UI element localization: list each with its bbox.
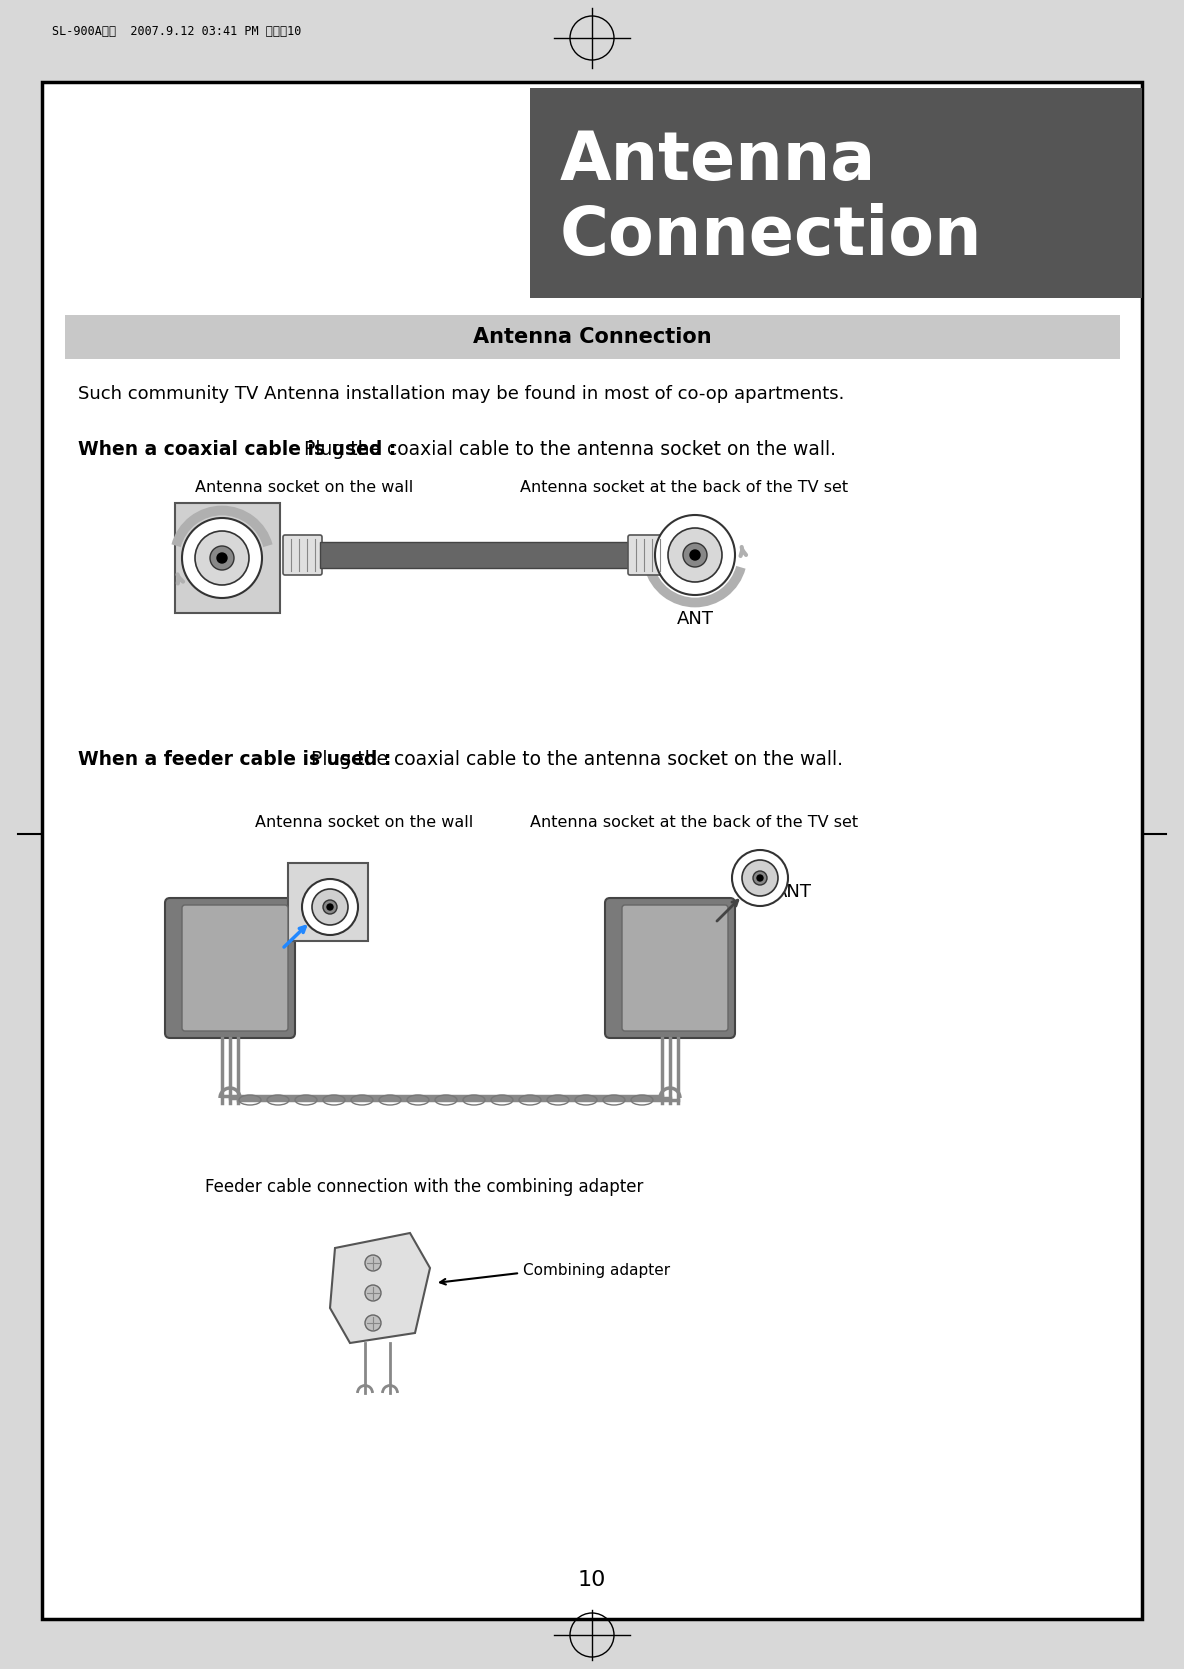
Circle shape [690, 551, 700, 561]
FancyBboxPatch shape [41, 82, 1143, 1619]
FancyBboxPatch shape [530, 88, 1143, 299]
Circle shape [195, 531, 249, 586]
Text: SL-900A영어  2007.9.12 03:41 PM 페이지10: SL-900A영어 2007.9.12 03:41 PM 페이지10 [52, 25, 302, 38]
Circle shape [323, 900, 337, 915]
FancyBboxPatch shape [175, 502, 279, 613]
Circle shape [182, 517, 262, 598]
Circle shape [327, 905, 333, 910]
Circle shape [742, 860, 778, 896]
Text: 10: 10 [578, 1571, 606, 1591]
Circle shape [655, 516, 735, 596]
Text: Antenna socket on the wall: Antenna socket on the wall [255, 814, 474, 829]
Circle shape [683, 542, 707, 567]
FancyBboxPatch shape [288, 863, 368, 941]
Text: Connection: Connection [560, 204, 983, 269]
Text: Antenna socket on the wall: Antenna socket on the wall [195, 481, 413, 496]
Polygon shape [330, 1233, 430, 1344]
Circle shape [365, 1255, 381, 1272]
Circle shape [365, 1315, 381, 1330]
Circle shape [313, 890, 348, 925]
Circle shape [668, 527, 722, 582]
Text: Feeder cable connection with the combining adapter: Feeder cable connection with the combini… [205, 1178, 643, 1197]
Circle shape [732, 850, 789, 906]
FancyBboxPatch shape [165, 898, 295, 1038]
FancyBboxPatch shape [622, 905, 728, 1031]
Circle shape [365, 1285, 381, 1302]
Text: When a coaxial cable is used :: When a coaxial cable is used : [78, 441, 397, 459]
Text: Combining adapter: Combining adapter [523, 1263, 670, 1278]
FancyBboxPatch shape [605, 898, 735, 1038]
FancyBboxPatch shape [320, 542, 630, 567]
Circle shape [217, 552, 227, 562]
FancyBboxPatch shape [65, 315, 1120, 359]
Text: Antenna socket at the back of the TV set: Antenna socket at the back of the TV set [530, 814, 858, 829]
Text: Antenna: Antenna [560, 129, 876, 194]
Circle shape [302, 880, 358, 935]
Text: ANT: ANT [676, 609, 714, 628]
Text: Antenna Connection: Antenna Connection [472, 327, 712, 347]
Text: Such community TV Antenna installation may be found in most of co-op apartments.: Such community TV Antenna installation m… [78, 386, 844, 402]
Circle shape [757, 875, 762, 881]
Circle shape [210, 546, 234, 571]
Text: Antenna socket at the back of the TV set: Antenna socket at the back of the TV set [520, 481, 848, 496]
Text: ANT: ANT [776, 883, 812, 901]
FancyBboxPatch shape [283, 536, 322, 576]
Circle shape [753, 871, 767, 885]
FancyBboxPatch shape [182, 905, 288, 1031]
Text: Plug the coaxial cable to the antenna socket on the wall.: Plug the coaxial cable to the antenna so… [305, 749, 843, 769]
Text: Plug the coaxial cable to the antenna socket on the wall.: Plug the coaxial cable to the antenna so… [298, 441, 836, 459]
Text: When a feeder cable is used :: When a feeder cable is used : [78, 749, 392, 769]
FancyBboxPatch shape [628, 536, 667, 576]
